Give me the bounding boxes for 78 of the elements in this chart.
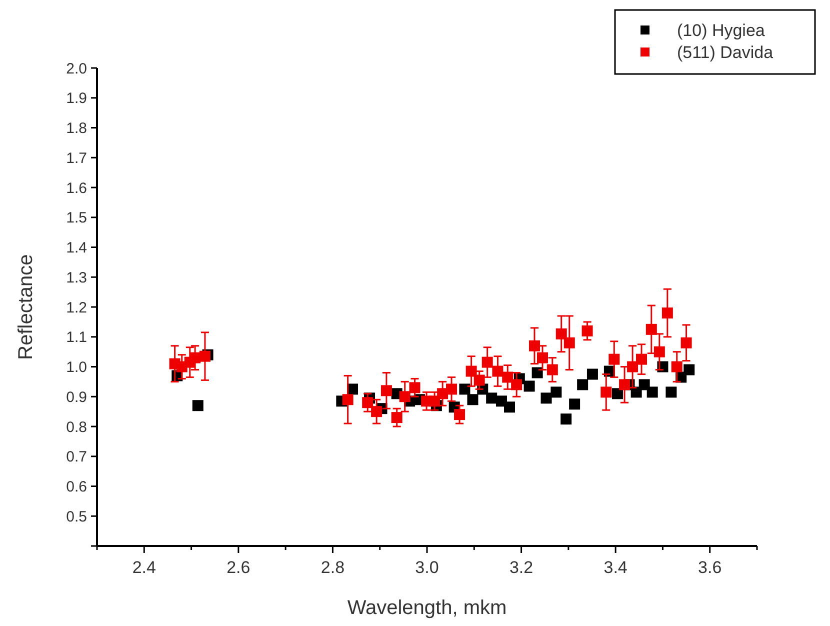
point — [467, 394, 478, 406]
x-tick-label: 3.6 — [698, 558, 722, 577]
x-tick-label: 3.0 — [415, 558, 439, 577]
point — [646, 324, 657, 335]
point — [486, 392, 498, 404]
point — [342, 394, 354, 406]
point — [638, 379, 650, 390]
point — [492, 366, 504, 377]
point — [582, 325, 593, 336]
y-tick-label: 1.8 — [66, 120, 87, 137]
point — [627, 361, 638, 372]
point — [199, 350, 210, 362]
point — [482, 356, 493, 368]
y-tick-label: 1.7 — [66, 150, 87, 167]
point — [528, 340, 540, 352]
point — [569, 398, 580, 410]
point — [466, 366, 477, 377]
point — [671, 361, 682, 372]
y-tick-label: 2.0 — [66, 60, 87, 78]
point — [612, 388, 623, 400]
legend-label: (10) Hygiea — [677, 20, 766, 40]
point — [680, 337, 692, 348]
legend-label: (511) Davida — [677, 42, 774, 62]
point — [380, 385, 392, 396]
point — [619, 379, 630, 390]
y-tick-label: 1.9 — [66, 90, 87, 108]
x-tick-label: 2.6 — [226, 558, 250, 577]
y-tick-label: 1.5 — [66, 210, 87, 227]
point — [429, 396, 440, 407]
point — [532, 367, 543, 378]
x-tick-label: 3.4 — [604, 558, 628, 577]
y-tick-label: 0.5 — [66, 508, 87, 526]
point — [662, 307, 673, 318]
y-tick-label: 0.6 — [66, 478, 87, 496]
point — [537, 352, 548, 364]
point — [192, 400, 204, 412]
point — [446, 384, 458, 395]
x-axis-title: Wavelength, mkm — [347, 597, 507, 619]
point — [586, 368, 598, 380]
point — [371, 406, 382, 418]
point — [459, 384, 470, 395]
point — [454, 409, 466, 420]
x-tick-label: 2.8 — [320, 558, 345, 577]
point — [391, 412, 402, 424]
y-tick-label: 0.7 — [66, 448, 87, 466]
y-tick-label: 1.1 — [66, 329, 87, 346]
point — [474, 374, 485, 386]
point — [556, 328, 567, 340]
point — [524, 380, 535, 392]
x-tick-label: 3.2 — [509, 558, 534, 577]
y-tick-label: 1.0 — [66, 359, 87, 376]
point — [504, 402, 515, 413]
x-tick-label: 2.4 — [132, 558, 156, 577]
y-tick-label: 1.4 — [66, 240, 87, 256]
point — [666, 386, 677, 398]
point — [654, 346, 665, 358]
point — [608, 354, 620, 365]
point — [511, 379, 522, 390]
point — [540, 392, 552, 404]
point — [600, 386, 612, 398]
point — [550, 386, 562, 398]
point — [564, 337, 575, 348]
y-tick-label: 1.3 — [66, 269, 87, 286]
point — [409, 382, 420, 394]
point — [399, 391, 410, 402]
point — [560, 414, 572, 425]
point — [502, 372, 514, 383]
point — [684, 364, 695, 376]
y-tick-label: 0.9 — [66, 388, 87, 406]
point — [362, 397, 374, 408]
y-axis-title: Reflectance — [15, 254, 37, 360]
point — [646, 386, 658, 398]
point — [546, 364, 558, 376]
y-tick-label: 1.2 — [66, 299, 87, 316]
point — [577, 379, 588, 390]
point — [636, 354, 647, 365]
y-tick-label: 1.6 — [66, 180, 87, 197]
y-tick-label: 0.8 — [66, 418, 87, 436]
